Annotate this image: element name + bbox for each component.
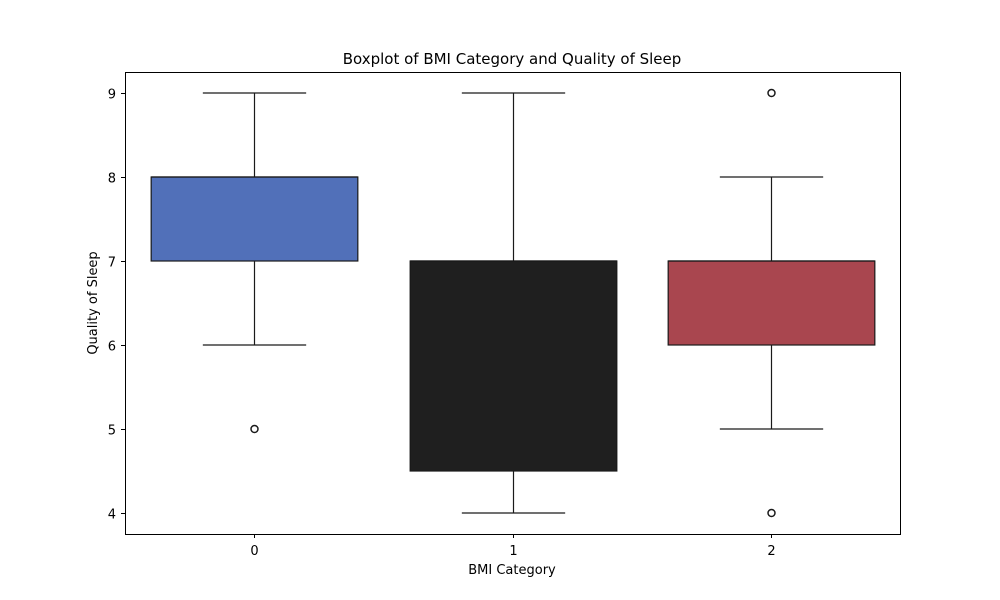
y-tick-label: 7 bbox=[108, 256, 116, 271]
boxes-layer bbox=[151, 90, 875, 517]
x-axis-title: BMI Category bbox=[468, 563, 556, 578]
box-group-2 bbox=[668, 90, 875, 517]
box-group-0 bbox=[151, 93, 358, 433]
chart-title: Boxplot of BMI Category and Quality of S… bbox=[343, 50, 682, 68]
box-iqr bbox=[151, 177, 358, 261]
x-tick-label: 1 bbox=[509, 544, 517, 559]
y-axis-title: Quality of Sleep bbox=[86, 251, 101, 354]
x-tick-label: 0 bbox=[250, 544, 258, 559]
y-tick-label: 9 bbox=[108, 88, 116, 103]
box-iqr bbox=[668, 261, 875, 345]
outlier-point bbox=[768, 510, 775, 517]
y-tick-label: 5 bbox=[108, 424, 116, 439]
y-tick-label: 8 bbox=[108, 172, 116, 187]
y-tick-label: 6 bbox=[108, 340, 116, 355]
box-group-1 bbox=[410, 93, 617, 513]
y-tick-label: 4 bbox=[108, 508, 116, 523]
box-iqr bbox=[410, 261, 617, 471]
outlier-point bbox=[768, 90, 775, 97]
x-tick-label: 2 bbox=[767, 544, 775, 559]
outlier-point bbox=[251, 426, 258, 433]
y-axis: 4 5 6 7 8 9 bbox=[108, 88, 125, 523]
x-axis: 0 1 2 bbox=[250, 534, 775, 559]
